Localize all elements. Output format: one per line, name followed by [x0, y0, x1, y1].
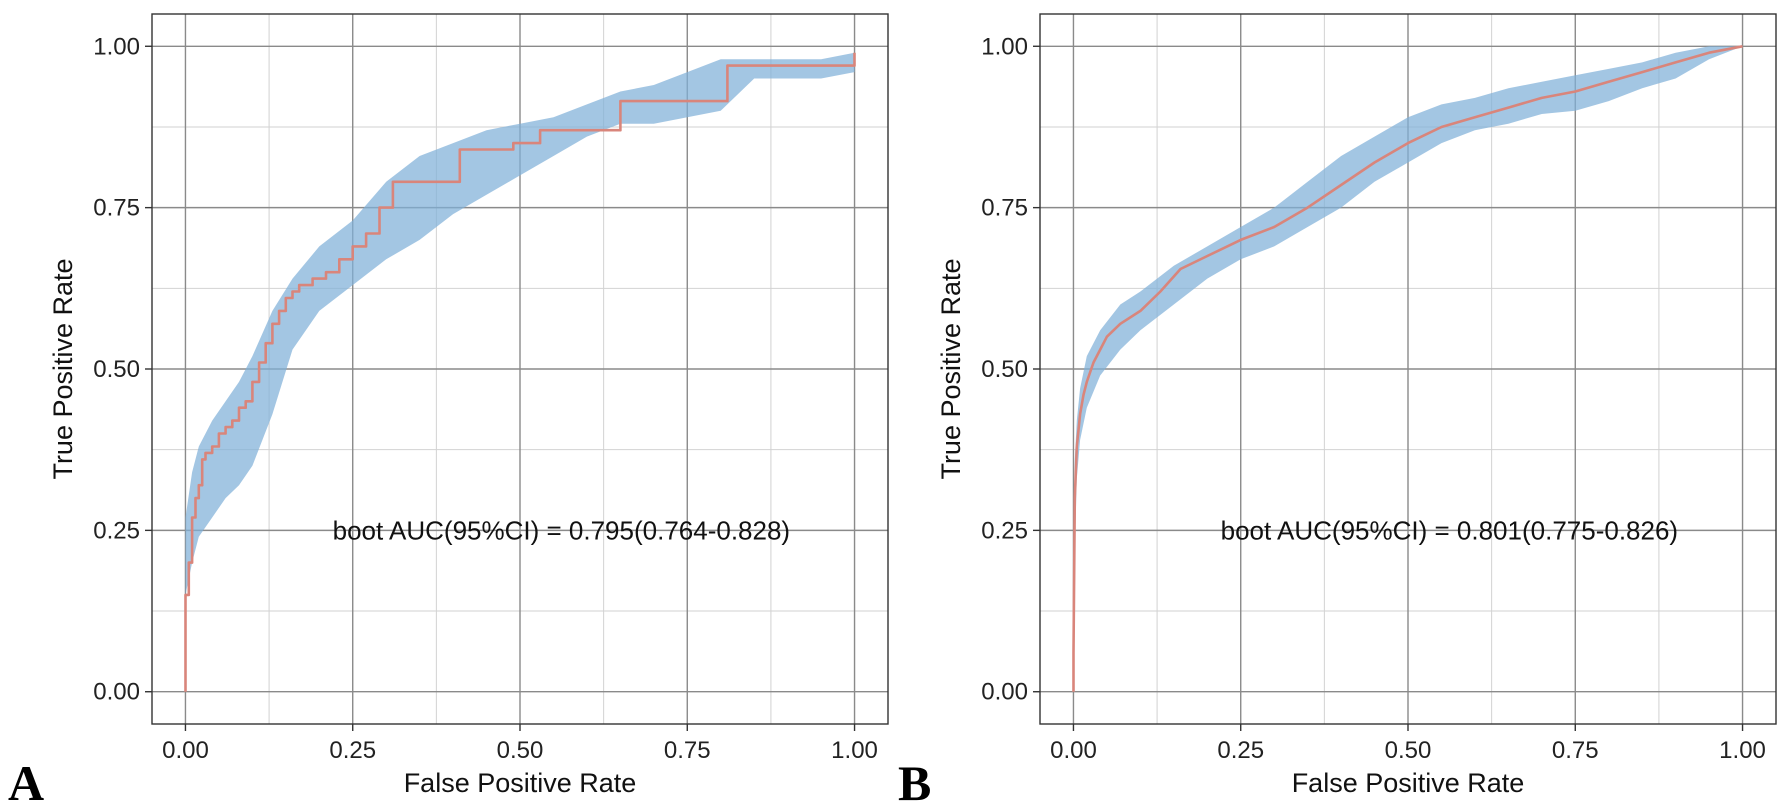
panel-a-x-tick-label: 0.25 [329, 737, 376, 764]
panel-a: 0.00 0.25 0.50 0.75 1.00 0.00 0.25 0.50 … [8, 13, 889, 806]
panel-a-y-tick-label: 0.50 [93, 356, 140, 383]
panel-a-auc-annotation: boot AUC(95%CI) = 0.795(0.764-0.828) [333, 515, 790, 545]
panel-b-x-tick-label: 0.00 [1050, 737, 1097, 764]
panel-b-y-tick-label: 0.50 [981, 356, 1028, 383]
panel-a-y-axis-title: True Positive Rate [48, 258, 78, 479]
panel-a-ticks [145, 45, 856, 731]
panel-b-x-tick-label: 0.50 [1385, 737, 1432, 764]
panel-b-auc-annotation: boot AUC(95%CI) = 0.801(0.775-0.826) [1221, 515, 1678, 545]
panel-a-x-tick-label: 0.50 [497, 737, 544, 764]
panel-b-y-tick-label: 0.00 [981, 679, 1028, 706]
panel-a-y-tick-label: 1.00 [93, 33, 140, 60]
panel-b-ticks [1033, 45, 1744, 731]
panel-a-x-axis-title: False Positive Rate [404, 768, 637, 798]
panel-a-y-tick-label: 0.75 [93, 195, 140, 222]
panel-b-y-axis-title: True Positive Rate [936, 258, 966, 479]
panel-b-y-tick-label: 0.25 [981, 517, 1028, 544]
panel-b-x-tick-label: 0.75 [1552, 737, 1599, 764]
panel-a-y-tick-label: 0.25 [93, 517, 140, 544]
panel-a-confidence-band [185, 52, 855, 595]
panel-a-letter: A [8, 755, 44, 806]
panel-b-y-tick-label: 0.75 [981, 195, 1028, 222]
panel-a-x-tick-label: 0.00 [162, 737, 209, 764]
panel-b-x-axis-title: False Positive Rate [1292, 768, 1525, 798]
panel-a-roc-curve [184, 52, 856, 692]
panel-a-x-tick-label: 0.75 [664, 737, 711, 764]
panel-b-y-tick-label: 1.00 [981, 33, 1028, 60]
panel-b-x-tick-label: 1.00 [1719, 737, 1766, 764]
panel-b: 0.00 0.25 0.50 0.75 1.00 0.00 0.25 0.50 … [898, 13, 1777, 806]
panel-a-y-tick-label: 0.00 [93, 679, 140, 706]
panel-b-letter: B [898, 755, 931, 806]
panel-b-x-tick-label: 0.25 [1217, 737, 1264, 764]
panel-b-roc-curve [1072, 45, 1743, 692]
panel-a-x-tick-label: 1.00 [831, 737, 878, 764]
